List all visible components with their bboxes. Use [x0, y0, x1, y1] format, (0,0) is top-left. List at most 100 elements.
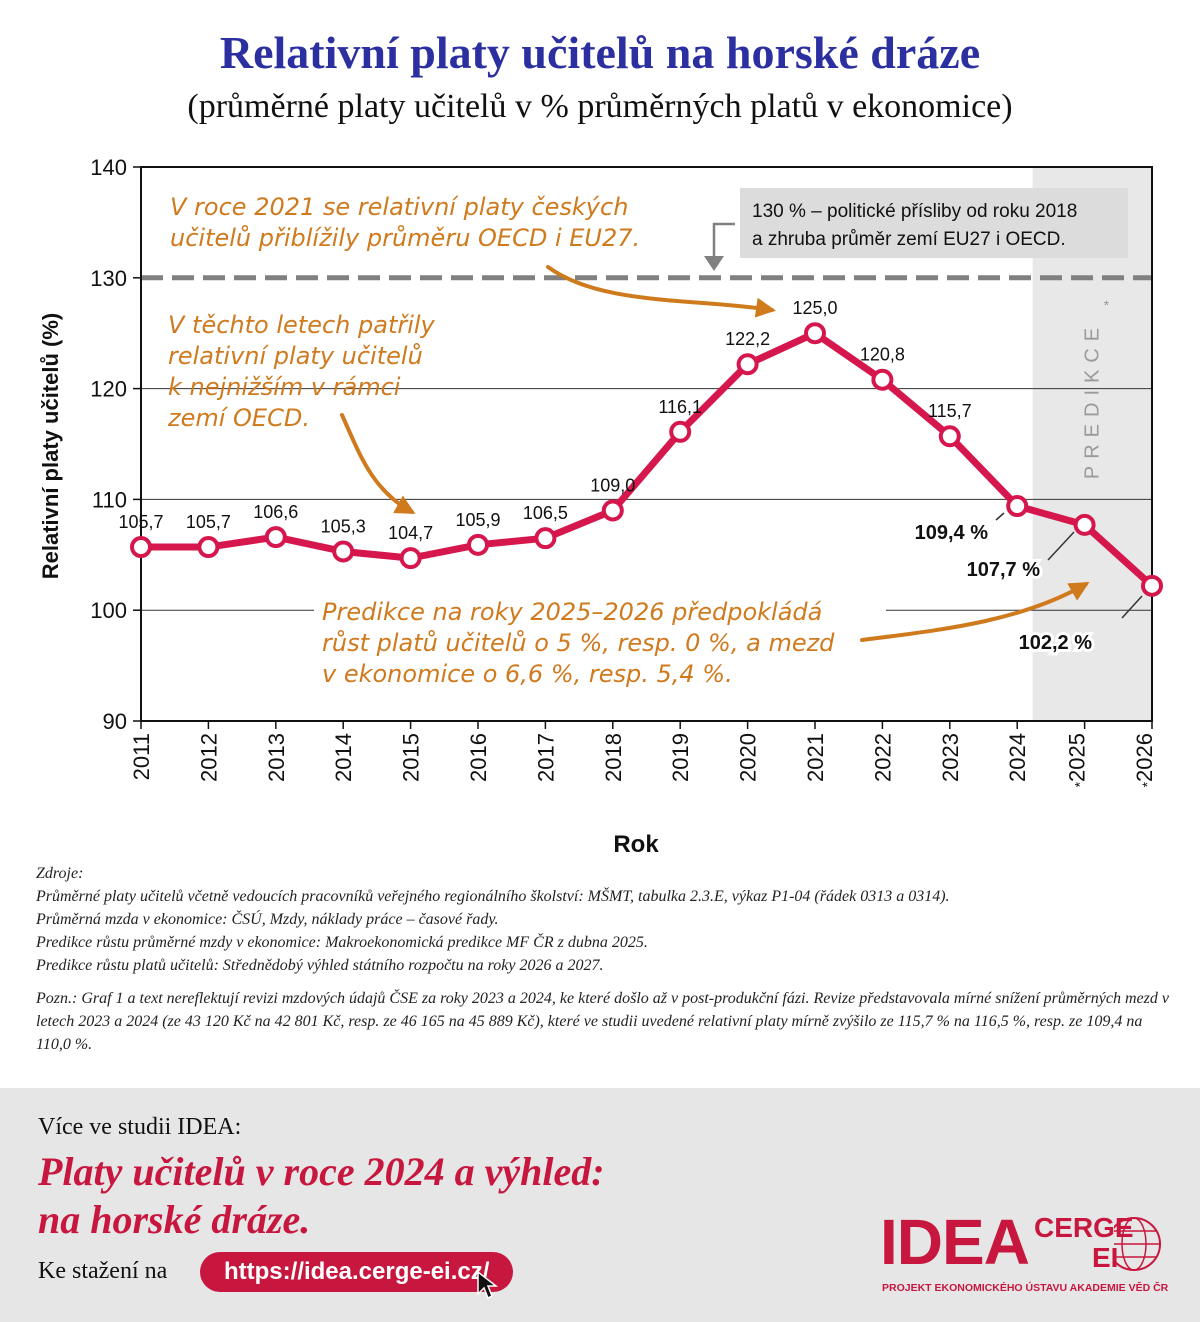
data-label: 106,5 [523, 503, 568, 523]
study-title-line: Platy učitelů v roce 2024 a výhled: [38, 1149, 605, 1194]
footer-panel: Více ve studii IDEA: Platy učitelů v roc… [0, 1088, 1200, 1322]
annotation-text: učitelů přiblížily průměru OECD i EU27. [170, 224, 640, 252]
note-text: Pozn.: Graf 1 a text nereflektují revizi… [36, 990, 1169, 1053]
idea-cerge-ei-logo: IDEA CERGE EI PROJEKT EKONOMICKÉHO ÚSTAV… [880, 1210, 1180, 1300]
annotation-background [314, 592, 886, 692]
source-line: Průměrná mzda v ekonomice: ČSÚ, Mzdy, ná… [36, 911, 499, 928]
data-point [871, 368, 894, 391]
x-tick-label: 2016 [466, 733, 491, 782]
logo-idea-text: IDEA [880, 1206, 1030, 1278]
data-label: 120,8 [860, 345, 905, 365]
x-axis-label: Rok [613, 831, 659, 858]
y-tick-label: 90 [103, 709, 127, 734]
annotation-text: zemí OECD. [167, 404, 310, 432]
study-title-line: na horské dráze. [38, 1197, 311, 1242]
data-label-leader [995, 512, 1005, 521]
x-tick-label: 2014 [331, 733, 356, 782]
source-line: Predikce růstu platů učitelů: Střednědob… [36, 957, 604, 974]
annotation-text: růst platů učitelů o 5 %, resp. 0 %, a m… [322, 629, 835, 657]
logo-subtitle: PROJEKT EKONOMICKÉHO ÚSTAVU AKADEMIE VĚD… [882, 1282, 1169, 1294]
data-point [736, 353, 759, 376]
y-tick-label: 110 [92, 487, 127, 512]
data-point [197, 536, 220, 559]
data-label: 122,2 [725, 329, 770, 349]
download-label: Ke stažení na [38, 1258, 168, 1284]
cursor-icon [477, 1270, 499, 1300]
source-line: Průměrné platy učitelů včetně vedoucích … [36, 888, 950, 905]
reference-label-line: a zhruba průměr zemí EU27 i OECD. [752, 229, 1066, 250]
annotation-arrow [546, 265, 776, 318]
annotation-text: V těchto letech patřily [168, 311, 436, 339]
x-tick-label: *2025 [1065, 733, 1090, 787]
annotation-text: v ekonomice o 6,6 %, resp. 5,4 %. [322, 660, 733, 688]
data-label: 109,4 % [915, 522, 989, 544]
x-tick-label: 2023 [938, 733, 963, 782]
x-tick-label: 2018 [601, 733, 626, 782]
data-label: 125,0 [792, 298, 837, 318]
data-label: 105,9 [455, 510, 500, 530]
x-tick-label: 2015 [399, 733, 424, 782]
y-tick-label: 140 [90, 155, 127, 180]
x-tick-label: 2012 [196, 733, 221, 782]
data-point [399, 547, 422, 570]
data-point [467, 533, 489, 556]
data-label: 107,7 % [967, 559, 1041, 581]
data-point [938, 425, 961, 448]
data-point [1073, 513, 1096, 536]
x-tick-label: 2020 [736, 733, 761, 782]
sources-block: Zdroje: Průměrné platy učitelů včetně ve… [36, 862, 1176, 1056]
reference-pointer-arrowhead [704, 256, 724, 271]
data-label-leader [1121, 595, 1143, 619]
data-label: 105,3 [321, 516, 366, 536]
more-in-study-label: Více ve studii IDEA: [38, 1114, 242, 1140]
x-tick-label: 2013 [264, 733, 289, 782]
plot-frame [140, 166, 1153, 722]
x-tick-label: 2019 [668, 733, 693, 782]
chart-title: Relativní platy učitelů na horské dráze [219, 27, 981, 78]
series-line [141, 329, 1155, 589]
line-chart: PREDIKCE* 130 % – politické přísliby od … [38, 155, 1163, 858]
data-label: 116,1 [658, 397, 702, 417]
x-tick-label: 2021 [803, 733, 828, 782]
chart-subtitle: (průměrné platy učitelů v % průměrných p… [187, 88, 1013, 125]
data-label: 109,0 [590, 475, 635, 495]
y-tick-label: 100 [90, 598, 127, 623]
data-point [601, 499, 624, 522]
url-button[interactable]: https://idea.cerge-ei.cz/ [200, 1252, 514, 1292]
data-label: 102,2 % [1019, 632, 1093, 654]
data-point [1006, 495, 1029, 518]
data-label: 115,7 [928, 401, 972, 421]
reference-label-box [740, 188, 1128, 258]
study-title-link[interactable]: Platy učitelů v roce 2024 a výhled: na h… [38, 1148, 605, 1244]
data-point [264, 526, 287, 549]
data-point [804, 322, 826, 345]
x-tick-label: *2026 [1132, 733, 1157, 787]
data-point [669, 420, 692, 443]
data-point [130, 536, 152, 559]
logo-cerge-text: CERGE [1034, 1212, 1134, 1243]
annotation-arrow [860, 582, 1090, 642]
reference-pointer-line [712, 222, 735, 264]
annotation-text: relativní platy učitelů [168, 342, 423, 370]
y-tick-label: 120 [90, 377, 127, 402]
data-label: 104,7 [388, 523, 433, 543]
y-axis-label: Relativní platy učitelů (%) [38, 313, 63, 580]
x-tick-label: 2022 [870, 733, 895, 782]
annotation-text: k nejnižším v rámci [168, 373, 401, 401]
annotation-text: V roce 2021 se relativní platy českých [170, 193, 628, 221]
x-tick-label: 2024 [1005, 733, 1030, 782]
data-point [534, 527, 557, 550]
data-label: 105,7 [186, 512, 231, 532]
y-tick-label: 130 [90, 266, 127, 291]
reference-label-line: 130 % – politické přísliby od roku 2018 [752, 201, 1077, 222]
annotation-text: Predikce na roky 2025–2026 předpokládá [322, 598, 822, 626]
annotation-arrow [340, 413, 416, 514]
globe-icon [1114, 1217, 1161, 1271]
prediction-band [1032, 167, 1152, 721]
data-point [1141, 574, 1163, 597]
data-label: 105,7 [118, 512, 163, 532]
source-line: Predikce růstu průměrné mzdy v ekonomice… [36, 934, 648, 951]
x-tick-label: 2017 [533, 733, 558, 782]
data-point [332, 540, 355, 563]
prediction-band-asterisk: * [1104, 297, 1110, 313]
